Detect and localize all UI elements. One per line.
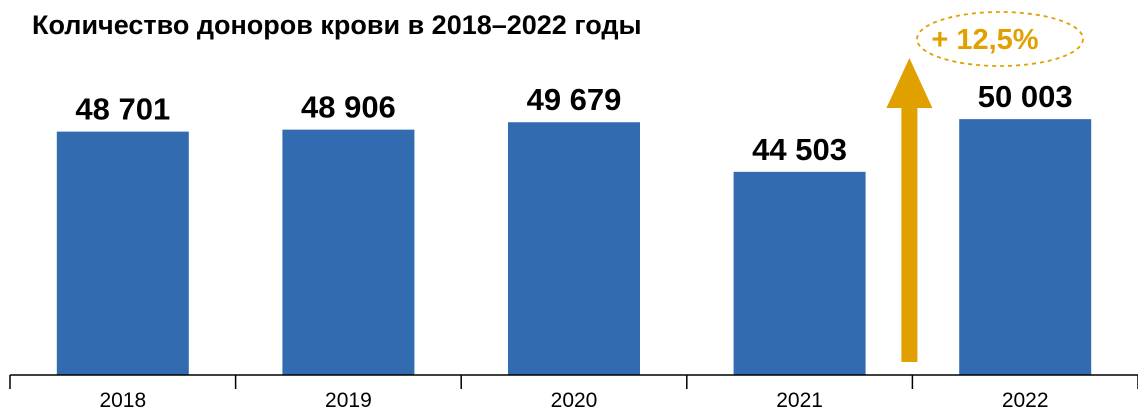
tick-label-2019: 2019	[325, 389, 372, 412]
growth-percent-label: + 12,5%	[931, 24, 1038, 56]
tick-label-2021: 2021	[776, 389, 823, 412]
bar-2021	[733, 171, 866, 375]
value-label-2022: 50 003	[978, 79, 1073, 114]
x-axis-tick-labels: 2018 2019 2020 2021 2022	[99, 389, 1048, 412]
bar-2018	[56, 131, 189, 375]
value-label-2018: 48 701	[75, 92, 170, 127]
value-label-2019: 48 906	[301, 90, 396, 125]
value-label-2020: 49 679	[527, 82, 622, 117]
bar-2019	[282, 129, 415, 375]
tick-label-2018: 2018	[99, 389, 146, 412]
x-axis-ticks	[9, 375, 1138, 389]
growth-badge-outline	[916, 11, 1084, 67]
growth-arrow	[886, 58, 933, 362]
bars-group	[56, 119, 1092, 376]
chart-title: Количество доноров крови в 2018–2022 год…	[32, 10, 642, 40]
value-label-2021: 44 503	[752, 132, 847, 167]
growth-annotation: + 12,5%	[886, 11, 1084, 362]
bar-2020	[508, 122, 640, 375]
tick-label-2022: 2022	[1002, 389, 1049, 412]
tick-label-2020: 2020	[551, 389, 598, 412]
bar-2022	[959, 119, 1092, 376]
value-labels-group: 48 701 48 906 49 679 44 503 50 003	[75, 79, 1072, 167]
